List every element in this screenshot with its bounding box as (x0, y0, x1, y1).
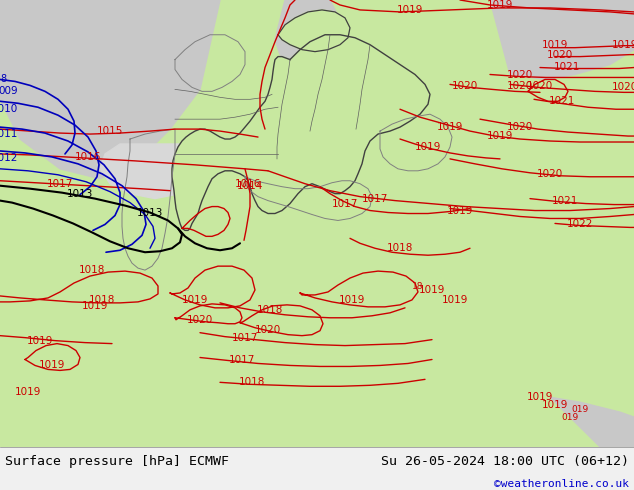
Polygon shape (275, 0, 360, 79)
Text: 1019: 1019 (397, 5, 423, 15)
Text: 1019: 1019 (415, 142, 441, 152)
Text: 1019: 1019 (542, 400, 568, 410)
Text: 1014: 1014 (237, 181, 263, 191)
Text: Su 26-05-2024 18:00 UTC (06+12): Su 26-05-2024 18:00 UTC (06+12) (381, 456, 629, 468)
Polygon shape (0, 0, 634, 447)
Text: 1016: 1016 (75, 152, 101, 162)
Text: 019: 019 (561, 413, 579, 421)
Text: 1020: 1020 (507, 122, 533, 132)
Text: 1017: 1017 (362, 194, 388, 204)
Text: 1019: 1019 (437, 122, 463, 132)
Text: 1019: 1019 (612, 40, 634, 49)
Text: 1019: 1019 (442, 295, 468, 305)
Text: 1020: 1020 (612, 82, 634, 93)
Text: 1020: 1020 (527, 81, 553, 92)
Text: 1021: 1021 (552, 196, 578, 206)
Text: 1019: 1019 (447, 205, 473, 216)
Text: 1019: 1019 (82, 301, 108, 311)
Text: ©weatheronline.co.uk: ©weatheronline.co.uk (494, 479, 629, 489)
Text: 1012: 1012 (0, 153, 18, 163)
Text: 1020: 1020 (547, 49, 573, 60)
Text: 1019: 1019 (419, 285, 445, 295)
Text: 1019: 1019 (542, 40, 568, 49)
Text: 1016: 1016 (235, 179, 261, 189)
Text: 009: 009 (0, 86, 18, 97)
Polygon shape (172, 35, 430, 230)
Text: 1017: 1017 (47, 179, 73, 189)
Text: 1020: 1020 (187, 315, 213, 325)
Text: 1020: 1020 (452, 81, 478, 92)
Text: 1020: 1020 (507, 81, 533, 92)
Text: 1020: 1020 (255, 325, 281, 335)
Polygon shape (0, 0, 220, 179)
Text: 1017: 1017 (332, 198, 358, 209)
Text: 1018: 1018 (89, 295, 115, 305)
Text: 1010: 1010 (0, 104, 18, 114)
Text: 1018: 1018 (257, 305, 283, 315)
Text: 1019: 1019 (339, 295, 365, 305)
Text: 1021: 1021 (554, 62, 580, 72)
Text: 1015: 1015 (97, 126, 123, 136)
Text: 019: 019 (571, 405, 588, 414)
Text: 1019: 1019 (27, 336, 53, 345)
Text: 1019: 1019 (487, 131, 513, 141)
Text: 1019: 1019 (527, 392, 553, 402)
Polygon shape (490, 0, 634, 79)
Text: 1013: 1013 (67, 189, 93, 198)
Text: 1018: 1018 (387, 243, 413, 253)
Text: 1019: 1019 (487, 0, 513, 10)
Text: 1018: 1018 (79, 265, 105, 275)
Text: 1019: 1019 (15, 387, 41, 397)
Text: 1011: 1011 (0, 129, 18, 139)
Text: 1017: 1017 (229, 355, 256, 366)
Text: 8: 8 (0, 74, 6, 84)
Text: 1019: 1019 (39, 361, 65, 370)
Polygon shape (278, 10, 350, 51)
Polygon shape (100, 144, 220, 198)
Text: 18: 18 (412, 281, 424, 291)
Text: 1018: 1018 (239, 377, 265, 387)
Text: 1019: 1019 (182, 295, 208, 305)
Text: 1020: 1020 (537, 169, 563, 179)
Text: Surface pressure [hPa] ECMWF: Surface pressure [hPa] ECMWF (5, 456, 229, 468)
Text: 1022: 1022 (567, 220, 593, 229)
Text: 1021: 1021 (549, 97, 575, 106)
Text: 1020: 1020 (507, 71, 533, 80)
Text: 1013: 1013 (137, 208, 163, 218)
Text: 1017: 1017 (232, 333, 258, 343)
Polygon shape (550, 397, 634, 447)
